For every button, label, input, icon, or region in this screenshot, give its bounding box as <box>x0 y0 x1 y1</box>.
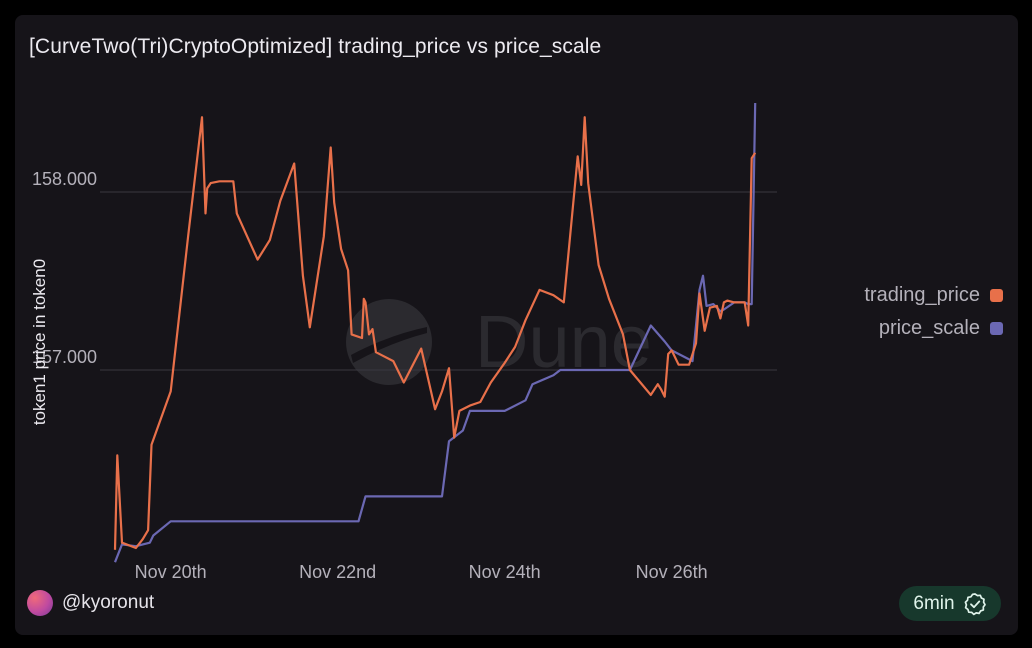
series-line-trading-price[interactable] <box>113 116 757 550</box>
chart-title: [CurveTwo(Tri)CryptoOptimized] trading_p… <box>29 35 602 58</box>
x-tick-label: Nov 24th <box>469 562 541 582</box>
series-line-price-scale[interactable] <box>113 102 757 563</box>
x-axis: Nov 20th Nov 22nd Nov 24th Nov 26th <box>135 562 708 582</box>
series-layer <box>113 102 757 563</box>
x-tick-label: Nov 26th <box>636 562 708 582</box>
grid <box>100 191 777 371</box>
avatar <box>27 590 53 616</box>
legend-swatch <box>990 322 1003 335</box>
y-axis-label: token1 price in token0 <box>30 259 49 425</box>
chart-card: [CurveTwo(Tri)CryptoOptimized] trading_p… <box>15 15 1018 635</box>
refresh-label: 6min <box>913 592 955 614</box>
legend-item-price-scale[interactable]: price_scale <box>815 312 1003 345</box>
y-axis: 158.000 157.000 <box>32 169 97 367</box>
dune-logo-mark <box>351 327 427 363</box>
y-tick-label: 157.000 <box>32 347 97 367</box>
legend-label: trading_price <box>864 284 980 306</box>
x-tick-label: Nov 20th <box>135 562 207 582</box>
refresh-badge[interactable]: 6min <box>899 586 1001 621</box>
legend-swatch <box>990 289 1003 302</box>
legend-label: price_scale <box>878 317 980 339</box>
y-tick-label: 158.000 <box>32 169 97 189</box>
check-badge-icon <box>964 592 986 615</box>
legend-item-trading-price[interactable]: trading_price <box>815 279 1003 312</box>
legend: trading_price price_scale <box>815 279 1003 345</box>
x-tick-label: Nov 22nd <box>299 562 376 582</box>
username: @kyoronut <box>62 592 155 613</box>
author[interactable]: @kyoronut <box>27 590 154 616</box>
